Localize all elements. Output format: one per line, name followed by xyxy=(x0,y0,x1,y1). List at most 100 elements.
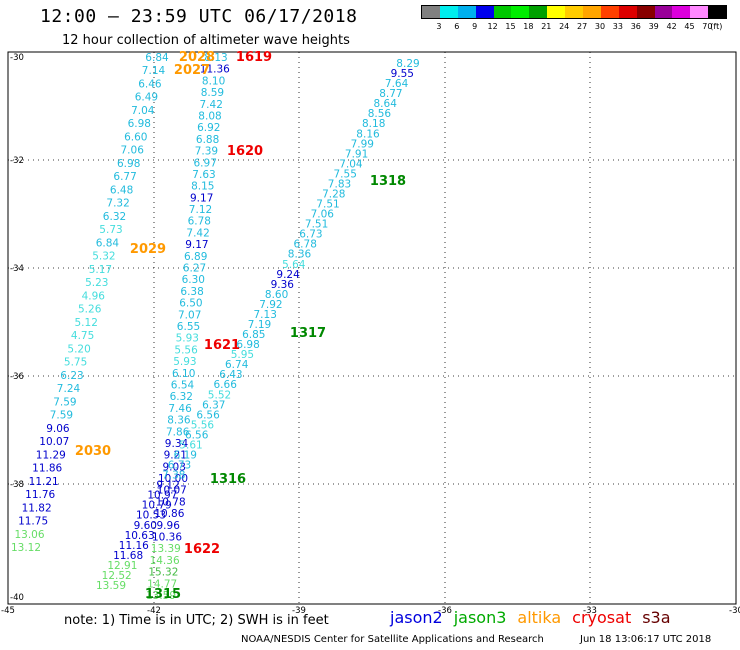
scale-swatch xyxy=(529,6,548,18)
swh-value: 13.39 xyxy=(151,543,181,555)
lon-label: -33 xyxy=(583,606,597,616)
lat-label: -36 xyxy=(10,372,24,382)
map-frame xyxy=(7,51,737,605)
swh-value: 7.28 xyxy=(322,189,345,201)
swh-value: 8.60 xyxy=(265,289,288,301)
swh-value: 11.16 xyxy=(119,540,149,552)
swh-value: 13.06 xyxy=(14,529,44,541)
swh-value: 6.60 xyxy=(124,132,147,144)
swh-value: 6.74 xyxy=(225,359,249,371)
swh-value: 8.18 xyxy=(362,118,385,130)
swh-value: 5.56 xyxy=(191,419,215,431)
scale-label: 6 xyxy=(454,22,460,31)
swh-value: 10.07 xyxy=(157,485,187,497)
swh-value: 6.97 xyxy=(194,157,217,169)
swh-value: 10.86 xyxy=(154,508,184,520)
swh-value: 4.75 xyxy=(71,330,94,342)
scale-label: 39 xyxy=(648,22,659,31)
swh-value: 7.38 xyxy=(162,470,185,482)
scale-swatch xyxy=(600,6,619,18)
swh-value: 6.77 xyxy=(113,171,136,183)
scale-swatch xyxy=(672,6,691,18)
swh-value: 5.93 xyxy=(173,356,196,368)
swh-value: 10.00 xyxy=(158,473,188,485)
swh-value: 5.95 xyxy=(231,349,254,361)
scale-label: (ft) xyxy=(710,22,723,31)
swh-value: 7.63 xyxy=(192,169,215,181)
scale-swatch xyxy=(708,6,727,18)
swh-value: 8.64 xyxy=(374,98,398,110)
pass-time: 1622 xyxy=(184,542,220,557)
swh-value: 6.55 xyxy=(177,321,200,333)
swh-value: 11.76 xyxy=(25,489,55,501)
swh-value: 4.96 xyxy=(82,290,106,302)
lon-label: -42 xyxy=(147,606,161,616)
swh-value: 7.06 xyxy=(311,209,335,221)
swh-value: 5.75 xyxy=(64,357,87,369)
swh-value: 12.52 xyxy=(102,570,132,582)
swh-value: 9.12 xyxy=(156,480,179,492)
swh-value: 8.77 xyxy=(379,88,402,100)
swh-value: 10.36 xyxy=(152,532,182,544)
pass-time: 1317 xyxy=(290,326,326,341)
swh-value: 13.59 xyxy=(96,580,126,592)
swh-value: 6.10 xyxy=(172,368,195,380)
swh-value: 7.24 xyxy=(57,383,81,395)
scale-swatch xyxy=(547,6,566,18)
pass-time: 1318 xyxy=(370,174,406,189)
swh-value: 9.17 xyxy=(190,192,213,204)
swh-value: 6.66 xyxy=(214,379,238,391)
swh-value: 9.96 xyxy=(157,520,181,532)
swh-value: 6.98 xyxy=(117,158,140,170)
scale-label: 45 xyxy=(684,22,695,31)
pass-time: 2029 xyxy=(130,242,166,257)
swh-value: 6.73 xyxy=(168,460,191,472)
swh-value: 6.56 xyxy=(196,409,220,421)
scale-label: 15 xyxy=(505,22,516,31)
lon-label: -39 xyxy=(292,606,306,616)
swh-value: 6.32 xyxy=(170,391,193,403)
swh-value: 9.55 xyxy=(391,68,414,80)
swh-value: 6.78 xyxy=(188,216,211,228)
lat-label: -30 xyxy=(10,53,24,63)
swh-value: 5.23 xyxy=(85,277,108,289)
scale-swatch xyxy=(690,6,709,18)
swh-value: 7.06 xyxy=(121,145,145,157)
swh-value: 7.51 xyxy=(316,199,339,211)
swh-value: 6.89 xyxy=(184,251,207,263)
swh-value: 10.79 xyxy=(142,500,172,512)
scale-label: 18 xyxy=(523,22,534,31)
scale-swatch xyxy=(636,6,655,18)
scale-swatch xyxy=(475,6,494,18)
swh-value: 5.64 xyxy=(282,259,306,271)
swh-value: 7.99 xyxy=(351,138,374,150)
swh-value: 7.86 xyxy=(166,426,190,438)
lat-label: -34 xyxy=(10,264,24,274)
color-scale-bar xyxy=(421,5,728,19)
swh-value: 5.56 xyxy=(174,344,198,356)
swh-value: 11.68 xyxy=(113,550,143,562)
swh-value: 11.36 xyxy=(200,64,230,76)
lon-label: -30 xyxy=(729,606,740,616)
swh-value: 8.10 xyxy=(202,75,225,87)
lat-label: -32 xyxy=(10,156,24,166)
swh-value: 7.92 xyxy=(259,299,282,311)
satellite-cryosat: cryosat xyxy=(572,608,632,627)
scale-label: 33 xyxy=(612,22,623,31)
lon-label: -45 xyxy=(1,606,15,616)
swh-value: 7.39 xyxy=(195,146,218,158)
scale-swatch xyxy=(422,6,440,18)
swh-value: 8.08 xyxy=(198,111,221,123)
swh-value: 9.34 xyxy=(165,438,189,450)
swh-value: 13.12 xyxy=(11,542,41,554)
satellite-legend: jason2 jason3 altika cryosat s3a xyxy=(390,608,682,627)
swh-value: 6.88 xyxy=(196,134,219,146)
swh-value: 6.46 xyxy=(138,79,162,91)
swh-value: 6.78 xyxy=(294,239,317,251)
scale-label: 30 xyxy=(594,22,606,31)
lon-label: -36 xyxy=(438,606,452,616)
swh-value: 7.13 xyxy=(254,309,277,321)
scale-swatch xyxy=(457,6,476,18)
scale-label: 27 xyxy=(577,22,588,31)
satellite-altika: altika xyxy=(517,608,562,627)
